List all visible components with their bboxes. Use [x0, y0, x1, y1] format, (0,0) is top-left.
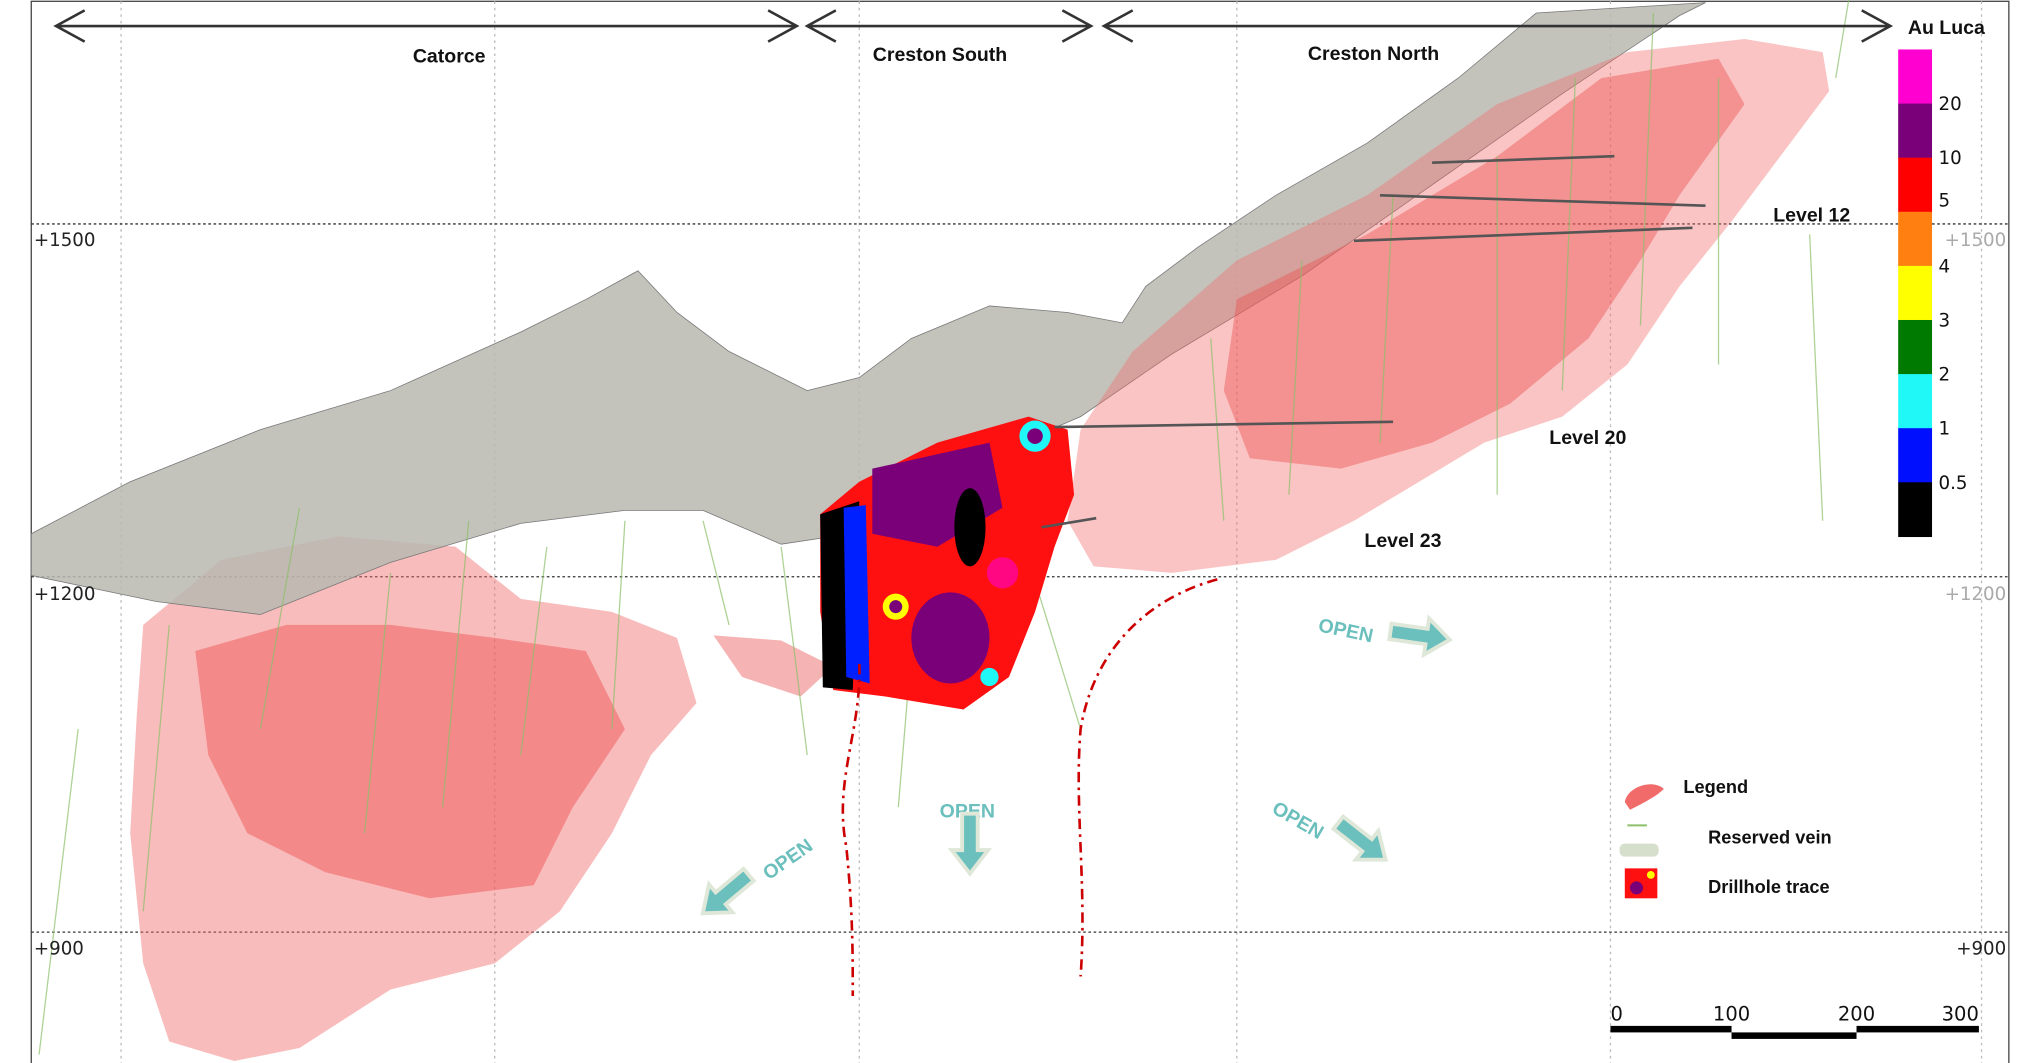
colorbar-tick: 4	[1939, 256, 1951, 277]
colorbar-tick: 2	[1939, 365, 1951, 386]
zone-label-catorce: Catorce	[413, 45, 486, 67]
colorbar-tick: 10	[1939, 148, 1962, 169]
zone-boundaries	[841, 578, 1218, 996]
elevation-right-1200: +1200	[1945, 584, 2007, 605]
elevation-right-900: +900	[1956, 938, 2006, 959]
orebody-swatch-icon	[1624, 784, 1664, 810]
scale-bar: 0 100 200 300	[1610, 1003, 1979, 1039]
scale-tick-200: 200	[1838, 1003, 1875, 1026]
scale-tick-300: 300	[1942, 1003, 1979, 1026]
scale-tick-0: 0	[1610, 1003, 1622, 1026]
legend-item-reserved-vein: Reserved vein	[1708, 828, 1832, 848]
open-indicator-down: OPEN	[940, 801, 995, 877]
colorbar-segment	[1898, 157, 1933, 213]
colorbar-tick: 3	[1939, 310, 1951, 331]
elevation-left-1200: +1200	[34, 584, 96, 605]
colorbar-tick: 20	[1939, 94, 1962, 115]
colorbar-segment	[1898, 211, 1933, 267]
colorbar-segment	[1898, 319, 1933, 375]
terrain-surface	[30, 2, 1706, 615]
orebody-creston-north	[1067, 39, 1830, 573]
elevation-right-1500: +1500	[1945, 230, 2007, 251]
legend-item-drillhole-trace: Drillhole trace	[1708, 877, 1830, 897]
arrow-down-icon	[947, 811, 993, 877]
zone-label-creston-north: Creston North	[1308, 43, 1439, 65]
colorbar-title: Au Luca	[1908, 17, 1985, 39]
reserved-vein-lines	[38, 0, 1850, 1055]
colorbar: 20 10 5 4 3 2 1 0.5	[1898, 49, 1968, 538]
arrow-right-icon	[1387, 614, 1453, 659]
elevation-left-900: +900	[34, 938, 84, 959]
colorbar-segment	[1898, 374, 1933, 429]
legend: Legend Reserved vein Drillhole trace	[1619, 777, 1832, 899]
zone-arrows	[53, 9, 1894, 43]
drillhole-traces	[1041, 154, 1706, 529]
level-12-label: Level 12	[1773, 204, 1850, 226]
colorbar-tick: 5	[1939, 191, 1951, 212]
elevation-left-1500: +1500	[34, 230, 96, 251]
colorbar-segment	[1898, 103, 1933, 159]
colorbar-segment	[1898, 265, 1933, 321]
colorbar-segment	[1898, 49, 1933, 105]
arrow-down-left-icon	[700, 866, 757, 916]
arrow-down-right-icon	[1330, 813, 1389, 862]
colorbar-segment	[1898, 428, 1933, 483]
drillhole-trace-block	[820, 416, 1075, 710]
elevation-gridlines	[31, 223, 2009, 933]
colorbar-segment	[1898, 482, 1933, 538]
colorbar-tick: 1	[1939, 419, 1951, 440]
zone-label-creston-south: Creston South	[873, 44, 1007, 66]
scale-tick-100: 100	[1713, 1003, 1750, 1026]
terrain-swatch-icon	[1619, 843, 1659, 857]
drillhole-trace-swatch-icon	[1624, 868, 1658, 899]
level-20-label: Level 20	[1549, 427, 1626, 449]
level-23-label: Level 23	[1364, 530, 1441, 552]
colorbar-tick: 0.5	[1939, 473, 1968, 494]
legend-title: Legend	[1683, 777, 1748, 797]
open-label: OPEN	[940, 801, 995, 823]
